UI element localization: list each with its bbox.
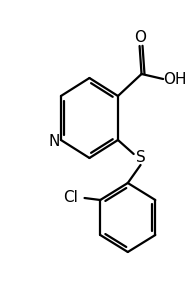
Text: N: N (48, 133, 60, 149)
Text: O: O (135, 30, 146, 46)
Text: OH: OH (163, 72, 187, 86)
Text: Cl: Cl (63, 190, 78, 204)
Text: S: S (136, 150, 145, 166)
